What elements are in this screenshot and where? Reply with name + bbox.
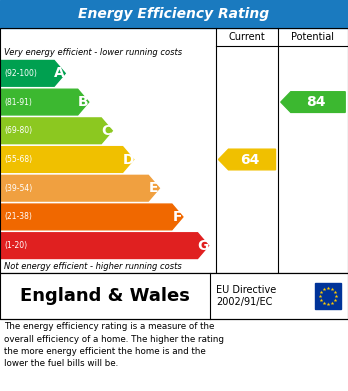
Polygon shape — [281, 92, 345, 112]
Text: B: B — [78, 95, 88, 109]
Bar — [0, 273, 348, 319]
Text: C: C — [102, 124, 112, 138]
Text: 84: 84 — [306, 95, 326, 109]
Text: (55-68): (55-68) — [4, 155, 32, 164]
Bar — [0, 28, 348, 273]
Text: A: A — [54, 66, 65, 81]
Text: 64: 64 — [240, 152, 260, 167]
Text: G: G — [197, 239, 209, 253]
Text: E: E — [149, 181, 159, 195]
Text: England & Wales: England & Wales — [20, 287, 190, 305]
Text: F: F — [173, 210, 182, 224]
Text: EU Directive
2002/91/EC: EU Directive 2002/91/EC — [216, 285, 276, 307]
Text: The energy efficiency rating is a measure of the
overall efficiency of a home. T: The energy efficiency rating is a measur… — [4, 322, 224, 368]
Polygon shape — [1, 175, 159, 201]
Text: (92-100): (92-100) — [4, 69, 37, 78]
Polygon shape — [219, 149, 276, 170]
Text: Potential: Potential — [292, 32, 334, 42]
Text: Very energy efficient - lower running costs: Very energy efficient - lower running co… — [4, 48, 182, 57]
Text: Energy Efficiency Rating: Energy Efficiency Rating — [78, 7, 270, 21]
Bar — [315, 283, 341, 309]
Polygon shape — [1, 204, 183, 230]
Text: (69-80): (69-80) — [4, 126, 32, 135]
Text: Not energy efficient - higher running costs: Not energy efficient - higher running co… — [4, 262, 182, 271]
Text: Current: Current — [229, 32, 266, 42]
Text: D: D — [122, 152, 134, 167]
Text: (1-20): (1-20) — [4, 241, 27, 250]
Polygon shape — [1, 61, 65, 86]
Polygon shape — [1, 118, 112, 143]
Bar — [0, 0, 348, 28]
Text: (39-54): (39-54) — [4, 184, 32, 193]
Text: (81-91): (81-91) — [4, 98, 32, 107]
Polygon shape — [1, 89, 89, 115]
Polygon shape — [1, 233, 208, 258]
Text: (21-38): (21-38) — [4, 212, 32, 221]
Polygon shape — [1, 147, 134, 172]
